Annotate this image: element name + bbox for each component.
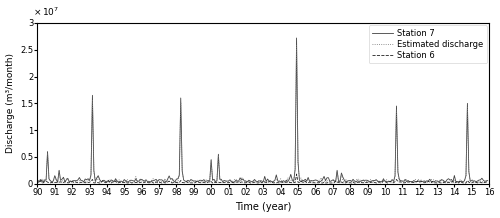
Station 7 bbox=[230, 181, 236, 184]
Station 7 bbox=[144, 180, 150, 183]
Station 6 bbox=[206, 181, 212, 184]
Station 6 bbox=[34, 181, 40, 183]
Station 7 bbox=[321, 175, 327, 178]
Station 6 bbox=[144, 181, 150, 184]
Station 7 bbox=[59, 178, 65, 181]
Estimated discharge bbox=[144, 181, 150, 183]
Station 6 bbox=[278, 181, 283, 183]
Line: Station 6: Station 6 bbox=[38, 174, 488, 183]
Estimated discharge bbox=[206, 180, 212, 183]
Station 7 bbox=[484, 179, 490, 182]
Station 6 bbox=[320, 182, 326, 184]
Estimated discharge bbox=[278, 177, 283, 180]
Station 7 bbox=[279, 181, 285, 183]
Line: Station 7: Station 7 bbox=[38, 38, 488, 182]
Legend: Station 7, Estimated discharge, Station 6: Station 7, Estimated discharge, Station … bbox=[368, 26, 486, 63]
Station 6 bbox=[484, 181, 490, 184]
X-axis label: Time (year): Time (year) bbox=[235, 203, 292, 213]
Station 7 bbox=[206, 180, 212, 183]
Station 6 bbox=[385, 182, 391, 184]
Estimated discharge bbox=[294, 44, 300, 47]
Station 7 bbox=[34, 181, 40, 183]
Y-axis label: Discharge (m³/month): Discharge (m³/month) bbox=[6, 53, 15, 153]
Station 6 bbox=[143, 181, 149, 183]
Station 7 bbox=[143, 179, 149, 181]
Station 7 bbox=[294, 37, 300, 39]
Station 6 bbox=[294, 173, 300, 175]
Estimated discharge bbox=[448, 181, 454, 184]
Estimated discharge bbox=[320, 180, 326, 182]
Station 6 bbox=[59, 181, 65, 184]
Line: Estimated discharge: Estimated discharge bbox=[38, 45, 488, 182]
Estimated discharge bbox=[484, 180, 490, 182]
Text: $\times\,10^7$: $\times\,10^7$ bbox=[33, 6, 59, 18]
Estimated discharge bbox=[59, 181, 65, 183]
Estimated discharge bbox=[143, 179, 149, 181]
Estimated discharge bbox=[34, 179, 40, 182]
